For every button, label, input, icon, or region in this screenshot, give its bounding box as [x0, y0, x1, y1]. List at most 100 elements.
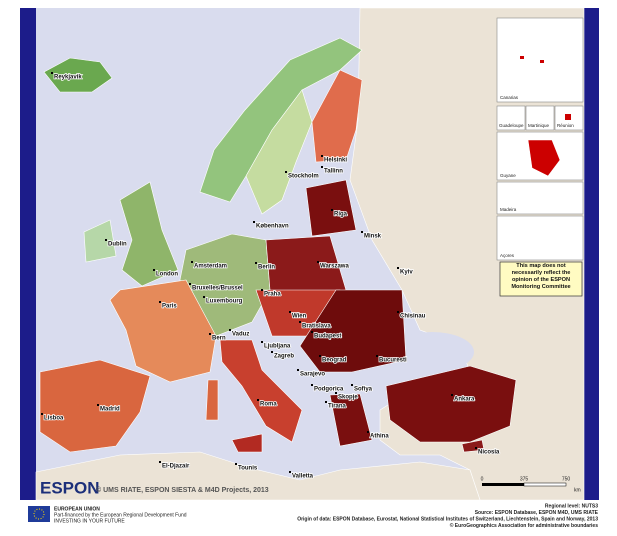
city-label: Bratislava [302, 324, 331, 330]
city-label: Dublin [108, 242, 127, 248]
scale-segment [482, 483, 524, 486]
city-label: Berlin [258, 265, 275, 271]
city-label: Chisinau [400, 314, 426, 320]
city-label: Stockholm [288, 174, 319, 180]
turkey [385, 365, 517, 443]
inset-label: Martinique [528, 123, 550, 128]
city-marker [319, 355, 321, 357]
scale-tick: 375 [520, 476, 529, 482]
city-label: Warszawa [320, 264, 349, 270]
city-marker [361, 231, 363, 233]
city-label: Praha [264, 292, 281, 298]
city-marker [397, 267, 399, 269]
scale-segment [523, 482, 567, 487]
texts: Canarias Guadeloupe Martinique Réunion Guyan… [54, 95, 599, 529]
city-labels: Reykjavik Helsinki Tallinn Stockholm Riga Min… [41, 72, 501, 480]
city-marker [289, 311, 291, 313]
norway [199, 37, 363, 203]
city-marker [367, 431, 369, 433]
inset-label: Guyane [500, 173, 516, 178]
city-marker [376, 355, 378, 357]
city-marker [257, 399, 259, 401]
espon-logo: ESPON [40, 478, 100, 497]
inset-label: Madeira [500, 207, 517, 212]
city-label: Valletta [292, 474, 314, 480]
inset-label: Guadeloupe [499, 123, 524, 128]
disclaimer-text: This map does not necessarily reflect th… [511, 263, 571, 290]
city-marker [203, 296, 205, 298]
city-label: Minsk [364, 234, 382, 240]
city-label: Amsterdam [194, 264, 227, 270]
city-label: Tirana [328, 404, 347, 410]
island [540, 60, 544, 63]
city-label: Vaduz [232, 332, 249, 338]
city-label: Roma [260, 402, 277, 408]
city-marker [299, 321, 301, 323]
ireland [83, 219, 117, 263]
city-marker [229, 329, 231, 331]
city-marker [285, 171, 287, 173]
city-marker [297, 369, 299, 371]
inset-box [496, 181, 584, 215]
city-marker [253, 221, 255, 223]
city-marker [331, 209, 333, 211]
city-label: Bern [212, 336, 226, 342]
copyright: © UMS RIATE, ESPON SIESTA & M4D Projects… [96, 486, 269, 494]
city-label: Athina [370, 434, 389, 440]
city-label: Helsinki [324, 158, 347, 164]
sardinia [205, 379, 219, 421]
city-label: Sofiya [354, 387, 373, 393]
guyane-shape [527, 139, 561, 177]
eu-text: Part-financed by the European Regional D… [54, 512, 187, 518]
city-label: El-Djazair [162, 464, 190, 470]
city-label: Ljubljana [264, 344, 291, 350]
city-marker [261, 341, 263, 343]
city-marker [351, 384, 353, 386]
city-label: Ankara [454, 397, 475, 403]
disclaimer: This map does not necessarily reflect th… [511, 263, 571, 290]
city-marker [261, 289, 263, 291]
city-marker [325, 401, 327, 403]
city-marker [209, 333, 211, 335]
source-text: Source: ESPON Database, ESPON M4D, UMS R… [475, 510, 599, 516]
city-label: Tounis [238, 466, 258, 472]
flag [28, 506, 50, 522]
city-marker [191, 261, 193, 263]
city-label: Bruxelles/Brussel [192, 286, 243, 292]
romania-balkans [299, 289, 407, 373]
city-marker [311, 384, 313, 386]
city-marker [189, 283, 191, 285]
cyprus [461, 439, 485, 453]
city-marker [105, 239, 107, 241]
sweden [245, 89, 313, 215]
inset-box [496, 105, 526, 131]
frame-right [584, 8, 599, 500]
city-label: Madrid [100, 407, 120, 413]
city-label: Zagreb [274, 354, 294, 360]
frame-left [20, 8, 36, 500]
island [520, 56, 524, 59]
city-marker [271, 351, 273, 353]
city-marker [255, 262, 257, 264]
stars [33, 508, 45, 520]
city-label: London [156, 272, 178, 278]
italy [219, 339, 303, 443]
city-label: Reykjavik [54, 75, 82, 81]
city-label: Nicosia [478, 450, 500, 456]
disclaimer-box [499, 261, 583, 297]
city-marker [235, 463, 237, 465]
map-land [35, 7, 585, 501]
city-label: Riga [334, 212, 348, 218]
source-text: Origin of data: ESPON Database, Eurostat… [297, 516, 598, 522]
scale-bar [482, 482, 567, 487]
inset-label: Réunion [557, 123, 574, 128]
city-marker [451, 394, 453, 396]
black-sea [390, 332, 474, 372]
inset-box [496, 215, 584, 261]
scale-unit: km [574, 487, 581, 493]
eu-text: EUROPEAN UNION [54, 506, 100, 512]
city-label: København [256, 224, 289, 230]
inset-box [525, 105, 555, 131]
iceland [43, 57, 113, 93]
